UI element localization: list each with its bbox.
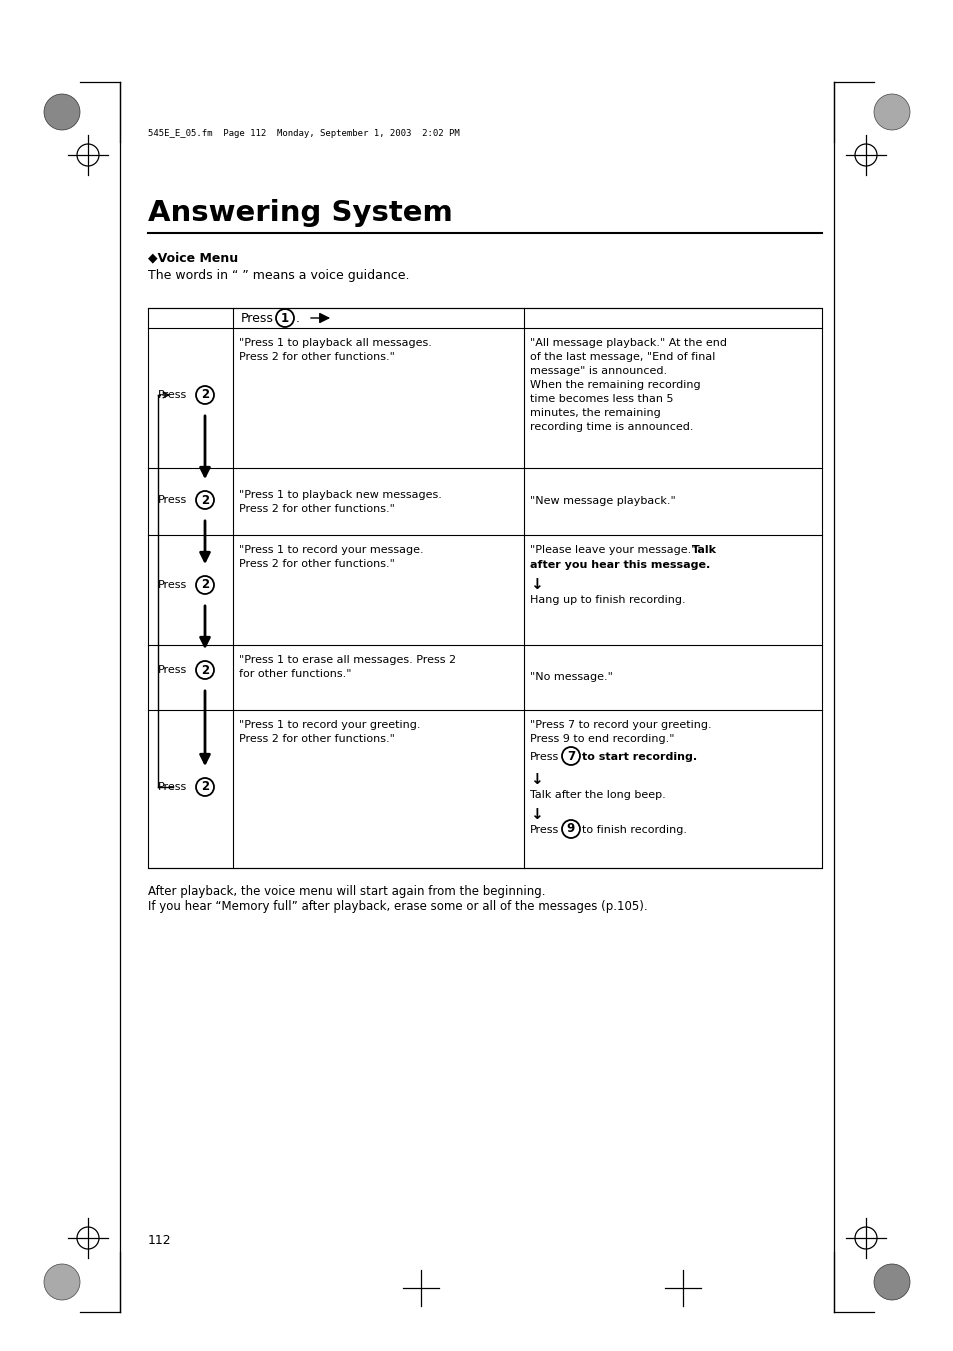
Text: 9: 9 <box>566 823 575 835</box>
Text: ↓: ↓ <box>530 807 542 821</box>
Text: Press: Press <box>157 782 187 792</box>
Text: Press: Press <box>157 665 187 676</box>
Text: If you hear “Memory full” after playback, erase some or all of the messages (p.1: If you hear “Memory full” after playback… <box>148 900 647 913</box>
Text: "All message playback." At the end
of the last message, "End of final
message" i: "All message playback." At the end of th… <box>530 338 726 432</box>
Text: Press: Press <box>530 825 558 835</box>
Text: ↓: ↓ <box>530 771 542 788</box>
Text: Press: Press <box>157 580 187 590</box>
Text: ↓: ↓ <box>530 577 542 592</box>
Text: 2: 2 <box>201 493 209 507</box>
Text: Answering System: Answering System <box>148 199 453 227</box>
Text: "Press 1 to playback new messages.
Press 2 for other functions.": "Press 1 to playback new messages. Press… <box>239 489 441 513</box>
Text: to finish recording.: to finish recording. <box>581 825 686 835</box>
Circle shape <box>44 1265 80 1300</box>
Text: "Press 1 to playback all messages.
Press 2 for other functions.": "Press 1 to playback all messages. Press… <box>239 338 432 362</box>
Text: Press: Press <box>157 494 187 505</box>
Text: "New message playback.": "New message playback." <box>530 497 675 507</box>
Text: "Press 7 to record your greeting.
Press 9 to end recording.": "Press 7 to record your greeting. Press … <box>530 720 711 744</box>
Text: The words in “ ” means a voice guidance.: The words in “ ” means a voice guidance. <box>148 269 409 282</box>
Text: 545E_E_05.fm  Page 112  Monday, September 1, 2003  2:02 PM: 545E_E_05.fm Page 112 Monday, September … <box>148 128 459 138</box>
Text: ◆Voice Menu: ◆Voice Menu <box>148 251 238 265</box>
Text: Press: Press <box>157 390 187 400</box>
Text: 1: 1 <box>280 312 289 324</box>
Text: "Press 1 to erase all messages. Press 2
for other functions.": "Press 1 to erase all messages. Press 2 … <box>239 655 456 680</box>
Text: after you hear this message.: after you hear this message. <box>530 561 709 570</box>
Bar <box>148 308 821 867</box>
Text: Talk after the long beep.: Talk after the long beep. <box>530 790 665 800</box>
Circle shape <box>873 95 909 130</box>
Text: "Press 1 to record your greeting.
Press 2 for other functions.": "Press 1 to record your greeting. Press … <box>239 720 420 744</box>
Text: .: . <box>295 312 299 324</box>
Text: 2: 2 <box>201 663 209 677</box>
Text: 2: 2 <box>201 781 209 793</box>
Circle shape <box>44 95 80 130</box>
Text: 2: 2 <box>201 389 209 401</box>
Text: Press: Press <box>241 312 274 324</box>
Circle shape <box>873 1265 909 1300</box>
Text: Hang up to finish recording.: Hang up to finish recording. <box>530 594 685 605</box>
Text: "No message.": "No message." <box>530 673 612 682</box>
Text: 2: 2 <box>201 578 209 592</box>
Text: After playback, the voice menu will start again from the beginning.: After playback, the voice menu will star… <box>148 885 545 898</box>
Text: Talk: Talk <box>691 544 717 555</box>
Text: "Please leave your message.": "Please leave your message." <box>530 544 696 555</box>
Text: 7: 7 <box>566 750 575 762</box>
Text: to start recording.: to start recording. <box>581 753 697 762</box>
Text: Press: Press <box>530 753 558 762</box>
Text: "Press 1 to record your message.
Press 2 for other functions.": "Press 1 to record your message. Press 2… <box>239 544 423 569</box>
Text: 112: 112 <box>148 1235 172 1247</box>
